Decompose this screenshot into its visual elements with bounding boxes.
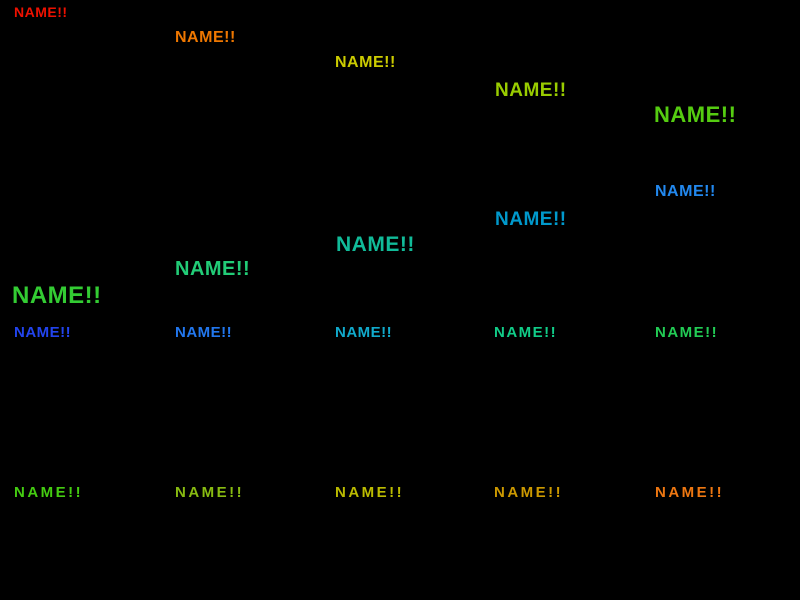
name-label-green: NAME!! bbox=[654, 102, 737, 127]
name-label-red: NAME!! bbox=[14, 4, 68, 20]
name-label-row2-yellow: NAME!! bbox=[335, 484, 405, 501]
name-label-row1-blue: NAME!! bbox=[14, 324, 72, 341]
name-label-row1-teal: NAME!! bbox=[494, 324, 558, 341]
name-label-row1-green: NAME!! bbox=[655, 324, 719, 341]
name-label-teal-blue: NAME!! bbox=[495, 209, 567, 230]
name-label-row2-lime: NAME!! bbox=[175, 484, 245, 501]
name-label-row2-green: NAME!! bbox=[14, 484, 84, 501]
name-label-orange: NAME!! bbox=[175, 29, 236, 46]
name-label-bright-green: NAME!! bbox=[12, 282, 102, 309]
name-label-yellow: NAME!! bbox=[335, 54, 396, 71]
name-label-row2-orange: NAME!! bbox=[655, 484, 725, 501]
name-label-row2-amber: NAME!! bbox=[494, 484, 564, 501]
name-label-teal: NAME!! bbox=[336, 233, 415, 256]
name-label-row1-azure: NAME!! bbox=[175, 324, 233, 341]
name-label-yellow-green: NAME!! bbox=[495, 80, 567, 101]
name-label-spring-green: NAME!! bbox=[175, 258, 251, 280]
name-label-blue: NAME!! bbox=[655, 183, 716, 200]
name-label-row1-cyan: NAME!! bbox=[335, 324, 393, 341]
